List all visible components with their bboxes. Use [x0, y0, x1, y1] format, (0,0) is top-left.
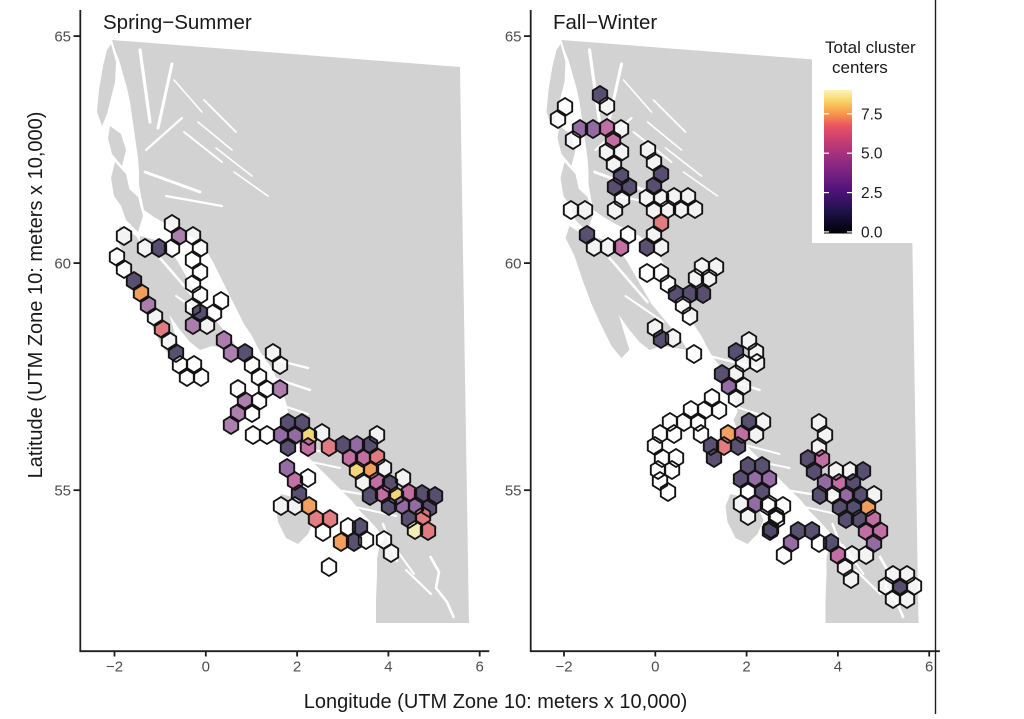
svg-text:6: 6	[476, 659, 484, 676]
svg-text:0: 0	[651, 659, 659, 676]
svg-text:2.5: 2.5	[861, 185, 883, 202]
svg-text:7.5: 7.5	[861, 106, 883, 123]
svg-text:55: 55	[54, 482, 71, 499]
svg-text:55: 55	[505, 482, 522, 499]
svg-text:−2: −2	[106, 659, 123, 676]
svg-text:0.0: 0.0	[861, 224, 883, 241]
svg-text:6: 6	[925, 659, 933, 676]
svg-text:4: 4	[834, 659, 842, 676]
svg-text:4: 4	[384, 659, 392, 676]
svg-text:0: 0	[202, 659, 210, 676]
svg-text:Fall−Winter: Fall−Winter	[553, 11, 657, 34]
svg-text:60: 60	[54, 255, 71, 272]
svg-text:65: 65	[54, 28, 71, 45]
svg-text:Total cluster: Total cluster	[825, 38, 916, 57]
svg-text:5.0: 5.0	[861, 146, 883, 163]
svg-text:Spring−Summer: Spring−Summer	[103, 11, 252, 34]
svg-text:65: 65	[505, 28, 522, 45]
svg-text:60: 60	[505, 255, 522, 272]
svg-text:2: 2	[293, 659, 301, 676]
svg-text:Longitude (UTM Zone 10: meters: Longitude (UTM Zone 10: meters x 10,000)	[304, 691, 688, 713]
svg-text:centers: centers	[832, 58, 888, 77]
svg-text:−2: −2	[555, 659, 572, 676]
svg-text:2: 2	[742, 659, 750, 676]
svg-text:Latitude (UTM Zone 10: meters: Latitude (UTM Zone 10: meters x 10,000)	[25, 112, 47, 479]
